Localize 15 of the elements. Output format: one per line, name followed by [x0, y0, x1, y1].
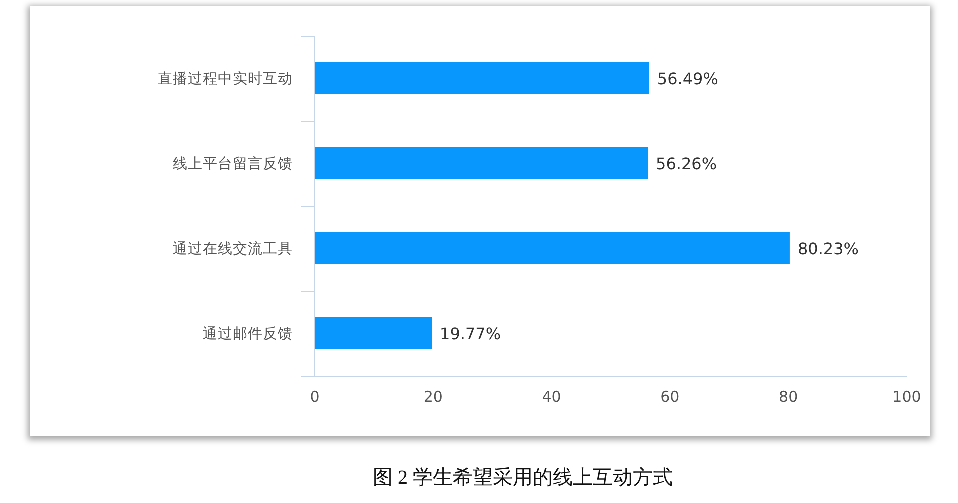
category-label: 线上平台留言反馈: [173, 156, 293, 172]
category-label: 通过邮件反馈: [203, 326, 293, 342]
category-label: 直播过程中实时互动: [158, 72, 293, 88]
value-label: 19.77%: [440, 324, 502, 344]
x-tick-label: 60: [660, 388, 680, 406]
title: 图 2 学生希望采用的线上互动方式: [373, 467, 673, 489]
value-label: 80.23%: [798, 240, 859, 258]
value-label: 56.49%: [657, 70, 718, 88]
value-label: 56.26%: [656, 154, 718, 174]
category-label: 通过在线交流工具: [173, 242, 293, 258]
x-tick-label: 100: [892, 388, 922, 406]
x-tick-label: 80: [779, 388, 798, 406]
x-tick-label: 20: [424, 388, 443, 406]
x-tick-label: 0: [310, 388, 320, 406]
x-tick-label: 40: [542, 388, 562, 406]
